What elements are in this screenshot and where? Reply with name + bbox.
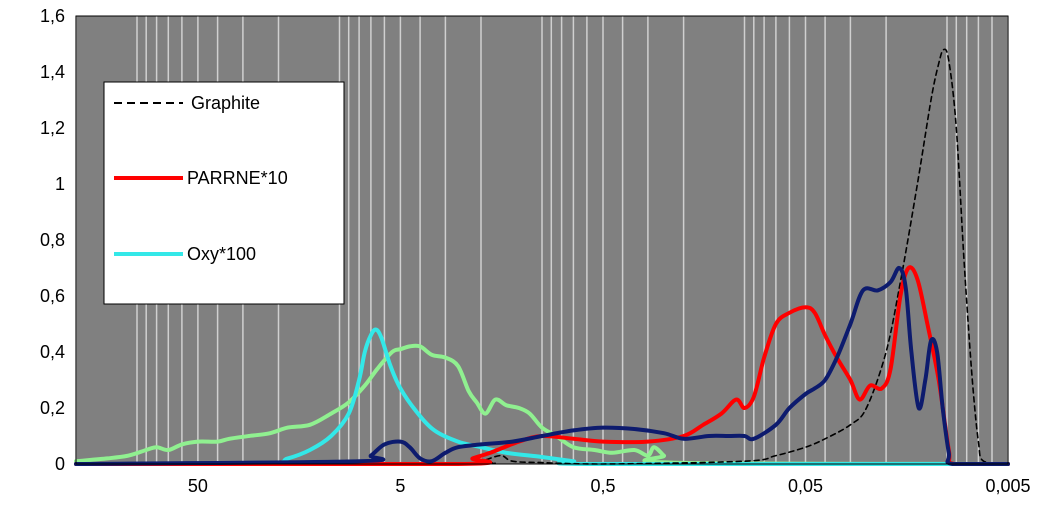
series-graphite bbox=[75, 48, 1009, 465]
series-oxy bbox=[74, 327, 1010, 467]
y-tick-label: 0 bbox=[55, 454, 65, 474]
y-tick-label: 0,6 bbox=[40, 286, 65, 306]
legend-label-oxy: Oxy*100 bbox=[187, 244, 256, 264]
series-navy bbox=[74, 266, 1010, 466]
series-lightgreen bbox=[74, 343, 1010, 466]
y-tick-label: 0,8 bbox=[40, 230, 65, 250]
y-axis-tick-labels: 0 0,2 0,4 0,6 0,8 1 1,2 1,4 1,6 bbox=[40, 6, 65, 474]
legend-label-graphite: Graphite bbox=[191, 93, 260, 113]
x-tick-label: 5 bbox=[395, 476, 405, 496]
data-series bbox=[74, 48, 1010, 467]
y-tick-label: 1,2 bbox=[40, 118, 65, 138]
y-tick-label: 1,6 bbox=[40, 6, 65, 26]
legend-box bbox=[103, 81, 345, 305]
plot-border bbox=[75, 15, 1009, 465]
x-axis-tick-labels: 50 5 0,5 0,05 0,005 bbox=[188, 476, 1031, 496]
x-tick-label: 0,005 bbox=[985, 476, 1030, 496]
x-tick-label: 0,05 bbox=[788, 476, 823, 496]
legend: Graphite PARRNE*10 Oxy*100 bbox=[103, 81, 345, 305]
y-tick-label: 1,4 bbox=[40, 62, 65, 82]
legend-label-parrne: PARRNE*10 bbox=[187, 168, 288, 188]
x-tick-label: 50 bbox=[188, 476, 208, 496]
y-tick-label: 0,2 bbox=[40, 398, 65, 418]
y-tick-label: 1 bbox=[55, 174, 65, 194]
x-tick-label: 0,5 bbox=[590, 476, 615, 496]
y-tick-label: 0,4 bbox=[40, 342, 65, 362]
